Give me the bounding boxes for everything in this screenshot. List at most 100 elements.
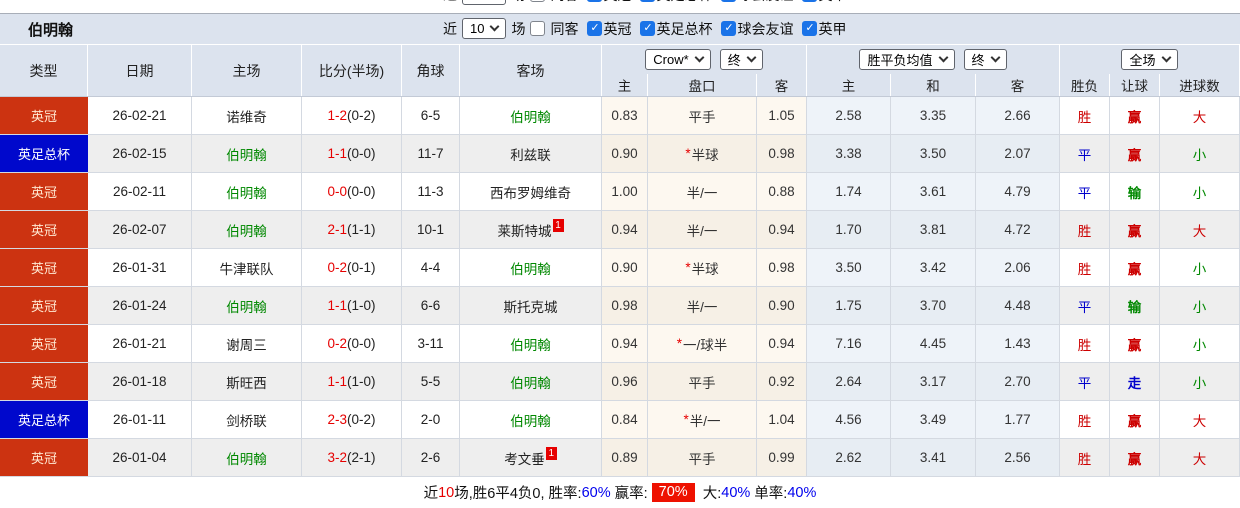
league-badge: 英冠	[0, 211, 88, 249]
col-header-avg-home: 主	[807, 74, 891, 96]
avg-draw-cell: 3.49	[891, 401, 976, 439]
away-team-cell[interactable]: 伯明翰	[460, 401, 602, 439]
away-team-cell[interactable]: 伯明翰	[460, 363, 602, 401]
away-team-cell[interactable]: 莱斯特城 1	[460, 211, 602, 249]
goals-cell: 大	[1160, 401, 1240, 439]
odds-away-cell: 0.90	[757, 287, 807, 325]
col-header-odds-away: 客	[757, 74, 807, 96]
summary-segment-3: 60%	[581, 484, 611, 501]
home-team-cell[interactable]: 伯明翰	[192, 211, 302, 249]
goals-cell: 小	[1160, 363, 1240, 401]
scope-select[interactable]: 全场	[1121, 49, 1178, 70]
handicap-text: 半/一	[686, 185, 718, 201]
away-team-cell[interactable]: 西布罗姆维奇	[460, 173, 602, 211]
home-team-cell[interactable]: 谢周三	[192, 325, 302, 363]
goals-cell: 小	[1160, 135, 1240, 173]
avg-away-cell: 2.07	[976, 135, 1060, 173]
odds-time-select[interactable]: 终	[719, 49, 763, 70]
score-cell: 1-1 (1-0)	[302, 287, 402, 325]
away-team-cell[interactable]: 利兹联	[460, 135, 602, 173]
match-count-select[interactable]: 10	[462, 0, 507, 5]
league-checkbox-2[interactable]: ✓	[721, 0, 737, 2]
league-badge: 英冠	[0, 97, 88, 135]
home-team-cell[interactable]: 牛津联队	[192, 249, 302, 287]
avg-type-select[interactable]: 胜平负均值	[859, 49, 955, 70]
matches-label: 场	[511, 20, 526, 37]
odds-source-select[interactable]: Crow*	[645, 49, 711, 70]
league-filter-item: ✓英甲	[802, 0, 846, 5]
home-team-cell[interactable]: 伯明翰	[192, 135, 302, 173]
match-count-value: 10	[470, 0, 484, 2]
avg-time-select[interactable]: 终	[963, 49, 1007, 70]
col-header-type: 类型	[0, 45, 88, 96]
col-header-result: 胜负	[1060, 74, 1110, 96]
avg-draw-cell: 4.45	[891, 325, 976, 363]
halftime-score: (2-1)	[347, 450, 376, 465]
league-filter-item: ✓英足总杯	[640, 19, 712, 39]
league-badge: 英冠	[0, 173, 88, 211]
home-team-cell[interactable]: 斯旺西	[192, 363, 302, 401]
halftime-score: (0-0)	[347, 336, 376, 351]
match-count-select[interactable]: 10	[462, 18, 507, 39]
league-checkbox-2[interactable]: ✓	[721, 21, 737, 36]
scope-value: 全场	[1129, 52, 1156, 68]
home-team-cell[interactable]: 伯明翰	[192, 287, 302, 325]
result-cell: 平	[1060, 173, 1110, 211]
summary-segment-9: 40%	[787, 484, 817, 501]
avg-home-cell: 4.56	[807, 401, 891, 439]
away-team-cell[interactable]: 伯明翰	[460, 325, 602, 363]
result-cell: 胜	[1060, 325, 1110, 363]
avg-time-value: 终	[971, 52, 985, 68]
home-team-cell[interactable]: 伯明翰	[192, 439, 302, 477]
away-team-cell[interactable]: 伯明翰	[460, 97, 602, 135]
chevron-down-icon	[938, 52, 948, 62]
league-checkbox-0[interactable]: ✓	[587, 0, 603, 2]
avg-home-cell: 1.70	[807, 211, 891, 249]
goals-cell: 大	[1160, 97, 1240, 135]
home-team-name: 伯明翰	[226, 185, 267, 201]
avg-home-cell: 2.58	[807, 97, 891, 135]
league-checkbox-1[interactable]: ✓	[640, 21, 656, 36]
odds-away-cell: 0.88	[757, 173, 807, 211]
odds-away-cell: 1.04	[757, 401, 807, 439]
fulltime-score: 0-2	[327, 260, 347, 275]
fulltime-score: 0-2	[327, 336, 347, 351]
league-checkbox-3[interactable]: ✓	[802, 21, 818, 36]
home-team-name: 诺维奇	[226, 109, 267, 125]
corners-cell: 6-5	[402, 97, 460, 135]
league-label-2: 球会友谊	[737, 20, 794, 37]
home-team-cell[interactable]: 剑桥联	[192, 401, 302, 439]
away-team-cell[interactable]: 考文垂 1	[460, 439, 602, 477]
date-cell: 26-01-31	[88, 249, 192, 287]
same-opponent-checkbox[interactable]	[530, 0, 546, 2]
avg-draw-cell: 3.61	[891, 173, 976, 211]
result-cell: 平	[1060, 135, 1110, 173]
date-cell: 26-02-15	[88, 135, 192, 173]
home-team-cell[interactable]: 伯明翰	[192, 173, 302, 211]
same-opponent-checkbox[interactable]	[530, 21, 546, 36]
fulltime-score: 2-1	[327, 222, 347, 237]
avg-away-cell: 1.77	[976, 401, 1060, 439]
league-checkbox-3[interactable]: ✓	[802, 0, 818, 2]
league-checkbox-1[interactable]: ✓	[640, 0, 656, 2]
title-bar: 伯明翰 近 10 场同客 ✓ 英冠 ✓ 英足总杯 ✓ 球会友谊 ✓ 英甲	[0, 14, 1240, 45]
corners-cell: 6-6	[402, 287, 460, 325]
away-team-cell[interactable]: 伯明翰	[460, 249, 602, 287]
summary-segment-7: 40%	[721, 484, 751, 501]
league-checkbox-0[interactable]: ✓	[587, 21, 603, 36]
chevron-down-icon	[1161, 52, 1171, 62]
summary-line: 近 10 场,胜6平4负0, 胜率: 60% 赢率: 70% 大: 40% 单率: 40%	[0, 477, 1240, 508]
league-badge: 英冠	[0, 363, 88, 401]
halftime-score: (0-2)	[347, 412, 376, 427]
home-team-cell[interactable]: 诺维奇	[192, 97, 302, 135]
away-team-cell[interactable]: 斯托克城	[460, 287, 602, 325]
handicap-text: 半球	[691, 147, 719, 163]
avg-draw-cell: 3.50	[891, 135, 976, 173]
fulltime-score: 1-1	[327, 146, 347, 161]
avg-draw-cell: 3.17	[891, 363, 976, 401]
halftime-score: (1-0)	[347, 374, 376, 389]
corners-cell: 2-0	[402, 401, 460, 439]
avg-draw-cell: 3.41	[891, 439, 976, 477]
col-header-date: 日期	[88, 45, 192, 96]
avg-away-cell: 1.43	[976, 325, 1060, 363]
